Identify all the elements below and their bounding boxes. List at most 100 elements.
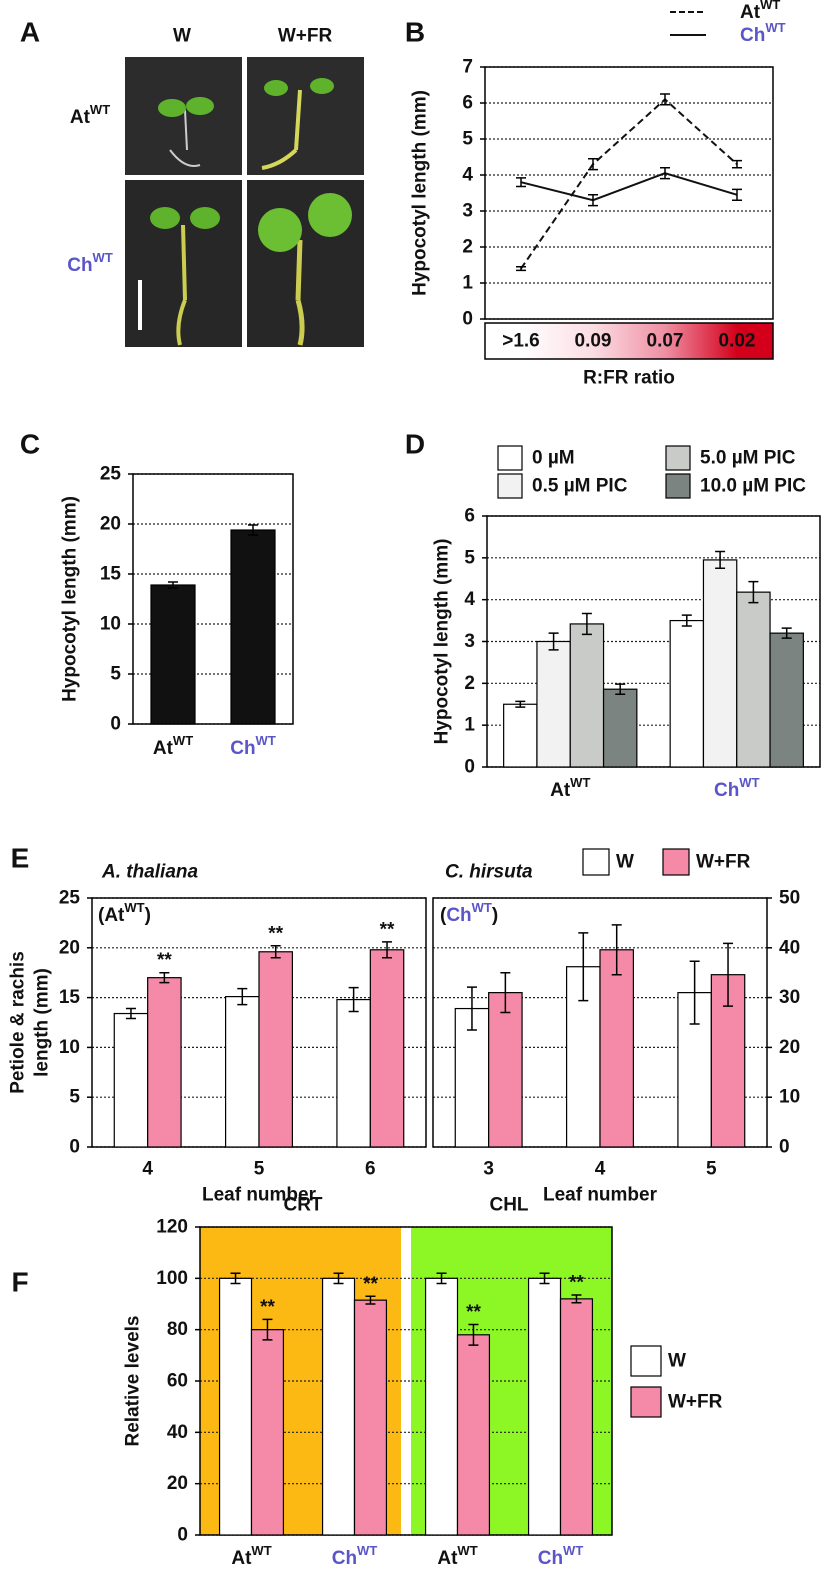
- row-label-part: WT: [93, 250, 113, 265]
- significance: **: [380, 919, 395, 940]
- significance: **: [268, 923, 283, 944]
- x-tick-label: 0.09: [575, 331, 612, 352]
- x-tick-label: 6: [365, 1159, 376, 1180]
- x-tick-label-part: WT: [457, 1543, 477, 1558]
- y-tick-label: 6: [464, 506, 475, 527]
- leaf: [158, 99, 186, 117]
- error-bar: [732, 188, 742, 201]
- plot-frame: [484, 66, 774, 320]
- error-bar: [660, 167, 670, 180]
- x-tick-label: 3: [483, 1159, 494, 1180]
- bar: [336, 998, 371, 1148]
- legend-label: W: [616, 852, 634, 873]
- bar: [599, 949, 635, 1148]
- y-tick-label: 4: [464, 589, 475, 610]
- inner-label-part: WT: [472, 900, 492, 915]
- inner-label: (AtWT): [98, 900, 151, 926]
- y-tick-label: 100: [156, 1268, 188, 1289]
- error-bar: [168, 581, 178, 589]
- panel-label: F: [11, 1267, 28, 1298]
- leaf: [150, 207, 180, 229]
- y-tick-label: 5: [462, 129, 473, 150]
- legend-swatch: [630, 1386, 662, 1418]
- panel-label: B: [405, 17, 425, 48]
- y-tick-label: 0: [779, 1137, 790, 1158]
- photo: [247, 57, 364, 175]
- row-label: ChWT: [67, 250, 113, 276]
- error-bar: [516, 177, 526, 188]
- error-bar: [262, 1318, 273, 1341]
- x-tick-label: AtWT: [550, 775, 590, 801]
- bar: [369, 949, 405, 1148]
- y-tick-label: 3: [462, 201, 473, 222]
- y-tick-label: 25: [100, 464, 122, 485]
- legend-swatch: [497, 473, 523, 499]
- bar: [456, 1334, 491, 1536]
- leaf: [186, 97, 214, 115]
- y-tick-label: 80: [167, 1319, 188, 1340]
- bar: [150, 584, 196, 725]
- photo-panel: [125, 57, 364, 347]
- error-bar: [516, 266, 526, 272]
- leaf: [264, 80, 288, 96]
- inner-label-part: ): [492, 905, 498, 926]
- x-tick-label-part: WT: [739, 775, 759, 790]
- x-tick-label: 4: [142, 1159, 153, 1180]
- x-tick-label-part: WT: [256, 733, 276, 748]
- x-tick-label: AtWT: [153, 733, 193, 759]
- significance: **: [260, 1297, 275, 1318]
- plot-frame: [132, 473, 294, 725]
- bar: [536, 640, 571, 768]
- line: [520, 172, 738, 202]
- legend-label: 10.0 µM PIC: [700, 476, 806, 497]
- legend-label: AtWT: [740, 0, 780, 23]
- group-label: CHL: [489, 1195, 528, 1216]
- y-tick-label: 3: [464, 631, 475, 652]
- y-tick-label: 120: [156, 1217, 188, 1238]
- error-bar: [500, 971, 511, 1014]
- bar: [669, 619, 705, 768]
- y-tick-label: 15: [59, 987, 81, 1008]
- error-bar: [515, 700, 526, 708]
- x-axis-label: Leaf number: [202, 1185, 317, 1206]
- y-tick-label: 30: [779, 987, 800, 1008]
- x-tick-label: 5: [254, 1159, 265, 1180]
- error-bar: [681, 614, 692, 627]
- bar: [250, 1329, 285, 1536]
- x-tick-label-part: Ch: [538, 1548, 563, 1569]
- group-label: CRT: [283, 1195, 322, 1216]
- column-label: W+FR: [278, 26, 333, 47]
- legend-label-part: WT: [765, 20, 785, 35]
- bar: [225, 996, 260, 1148]
- legend-swatch: [665, 473, 691, 499]
- y-tick-label: 10: [100, 614, 121, 635]
- inner-label-part: (: [440, 905, 447, 926]
- y-tick-label: 2: [464, 673, 475, 694]
- error-bar: [781, 627, 792, 639]
- leaf: [258, 208, 302, 252]
- inner-label: (ChWT): [440, 900, 498, 926]
- bar: [702, 559, 738, 768]
- column-label: W: [173, 26, 191, 47]
- bar: [230, 529, 276, 725]
- panel-label: A: [20, 17, 40, 48]
- error-bar: [660, 93, 670, 106]
- bar: [736, 591, 771, 768]
- plot-frame: [199, 1226, 613, 1536]
- significance: **: [466, 1302, 481, 1323]
- y-tick-label: 10: [59, 1037, 80, 1058]
- y-tick-label: 60: [167, 1371, 188, 1392]
- error-bar: [539, 1272, 550, 1285]
- y-tick-label: 20: [779, 1037, 800, 1058]
- bar: [147, 977, 182, 1148]
- row-label: AtWT: [70, 102, 110, 128]
- legend-label: W+FR: [668, 1392, 723, 1413]
- y-tick-label: 20: [167, 1473, 188, 1494]
- y-tick-label: 2: [462, 237, 473, 258]
- x-tick-label: >1.6: [502, 331, 540, 352]
- x-tick-label: AtWT: [437, 1543, 477, 1569]
- legend-label: 0.5 µM PIC: [532, 476, 628, 497]
- x-axis-label: R:FR ratio: [583, 368, 675, 389]
- y-tick-label: 5: [464, 547, 475, 568]
- error-bar: [615, 683, 626, 695]
